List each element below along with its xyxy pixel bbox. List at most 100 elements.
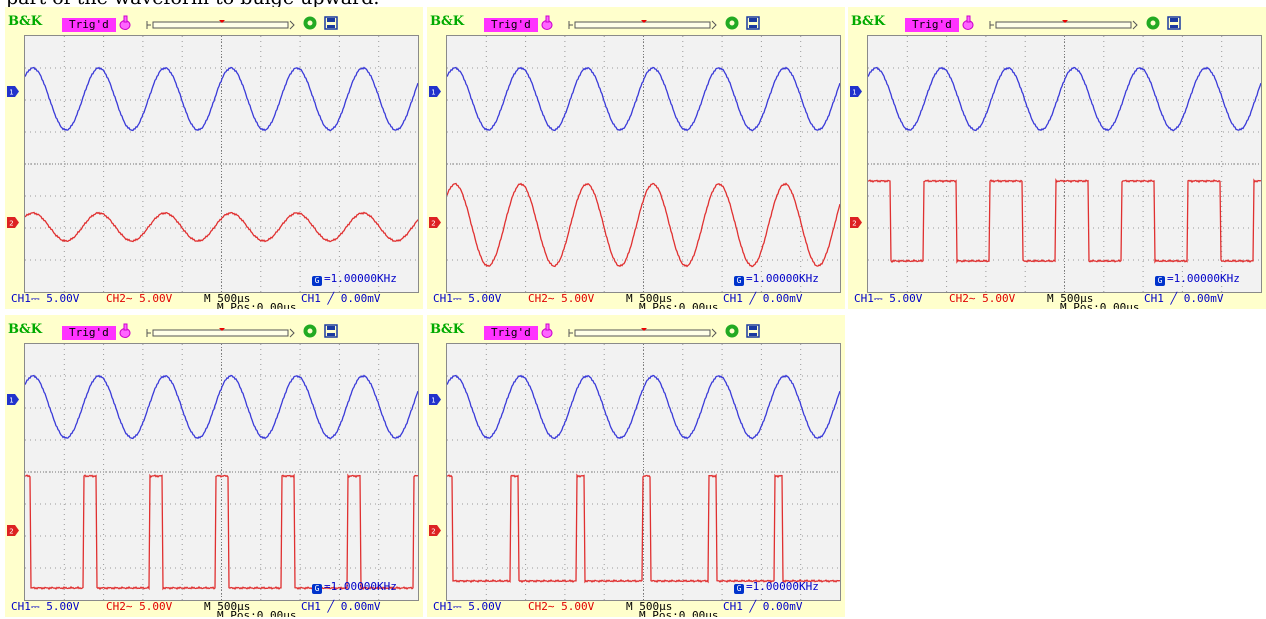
trig-status-badge: Trig'd xyxy=(905,18,959,32)
save-icon xyxy=(746,324,760,338)
ch1-marker-icon: 1 xyxy=(7,394,19,405)
ch1-scale-label: CH1⎓ 5.00V xyxy=(433,600,502,613)
ch2-scale-label: CH2∼ 5.00V xyxy=(106,292,173,305)
frequency-value: =1.00000KHz xyxy=(324,580,397,593)
mpos-label: M Pos:0.00μs xyxy=(217,609,297,617)
frequency-value: =1.00000KHz xyxy=(1167,272,1240,285)
timebase-position-bar[interactable] xyxy=(567,328,717,338)
ch2-scale-label: CH2∼ 5.00V xyxy=(106,600,173,613)
waveform-grid xyxy=(24,343,419,601)
mpos-label: M Pos:0.00μs xyxy=(217,301,297,309)
brand-label: B&K xyxy=(430,322,465,337)
ch2-trace xyxy=(24,473,419,591)
svg-text:2: 2 xyxy=(9,220,13,228)
bottle-icon xyxy=(541,323,553,338)
timebase-label: M 500μs xyxy=(204,292,251,305)
frequency-readout: G =1.00000KHz xyxy=(1155,272,1240,286)
svg-text:1: 1 xyxy=(852,89,856,97)
svg-text:1: 1 xyxy=(431,89,435,97)
ch1-marker-icon: 1 xyxy=(429,394,441,405)
bottle-icon xyxy=(962,15,974,30)
timebase-position-bar[interactable] xyxy=(145,328,295,338)
frequency-value: =1.00000KHz xyxy=(746,580,819,593)
trigger-level-label: CH1 ╱ 0.00mV xyxy=(301,292,381,305)
ch2-scale-label: CH2∼ 5.00V xyxy=(528,600,595,613)
scope-screen-2: B&K Trig'd T xyxy=(427,7,845,309)
trig-status-badge: Trig'd xyxy=(484,18,538,32)
save-icon xyxy=(1167,16,1181,30)
ch1-trace xyxy=(24,66,419,132)
ch2-marker-icon: 2 xyxy=(429,217,441,228)
bottle-icon xyxy=(119,15,131,30)
ch2-trace xyxy=(867,177,1262,264)
frequency-icon: G xyxy=(312,276,322,286)
timebase-position-bar[interactable] xyxy=(567,20,717,30)
frequency-icon: G xyxy=(734,584,744,594)
bottle-icon xyxy=(541,15,553,30)
trigger-level-label: CH1 ╱ 0.00mV xyxy=(723,292,803,305)
run-icon xyxy=(725,16,739,30)
svg-text:2: 2 xyxy=(852,220,856,228)
save-icon xyxy=(746,16,760,30)
ch1-scale-label: CH1⎓ 5.00V xyxy=(854,292,923,305)
brand-label: B&K xyxy=(430,14,465,29)
ch2-trace xyxy=(446,473,841,584)
timebase-position-bar[interactable] xyxy=(988,20,1138,30)
timebase-label: M 500μs xyxy=(204,600,251,613)
trig-status-badge: Trig'd xyxy=(484,326,538,340)
ch1-trace xyxy=(867,66,1262,132)
frequency-icon: G xyxy=(734,276,744,286)
frequency-value: =1.00000KHz xyxy=(746,272,819,285)
scope-screen-3: B&K Trig'd T xyxy=(848,7,1266,309)
trigger-level-label: CH1 ╱ 0.00mV xyxy=(1144,292,1224,305)
mpos-label: M Pos:0.00μs xyxy=(1060,301,1140,309)
frequency-readout: G =1.00000KHz xyxy=(734,272,819,286)
ch1-marker-icon: 1 xyxy=(850,86,862,97)
brand-label: B&K xyxy=(8,14,43,29)
mpos-label: M Pos:0.00μs xyxy=(639,609,719,617)
ch1-scale-label: CH1⎓ 5.00V xyxy=(11,600,80,613)
run-icon xyxy=(303,324,317,338)
scope-screen-4: B&K Trig'd T xyxy=(5,315,423,617)
waveform-plot xyxy=(446,344,841,600)
save-icon xyxy=(324,324,338,338)
frequency-icon: G xyxy=(312,584,322,594)
trig-status-badge: Trig'd xyxy=(62,326,116,340)
waveform-plot xyxy=(24,36,419,292)
save-icon xyxy=(324,16,338,30)
frequency-readout: G =1.00000KHz xyxy=(312,580,397,594)
scope-screen-1: B&K Trig'd T xyxy=(5,7,423,309)
brand-label: B&K xyxy=(8,322,43,337)
ch2-marker-icon: 2 xyxy=(429,525,441,536)
trigger-level-label: CH1 ╱ 0.00mV xyxy=(723,600,803,613)
waveform-grid xyxy=(24,35,419,293)
trigger-level-label: CH1 ╱ 0.00mV xyxy=(301,600,381,613)
ch2-trace xyxy=(446,182,841,268)
svg-text:1: 1 xyxy=(431,397,435,405)
waveform-plot xyxy=(24,344,419,600)
timebase-label: M 500μs xyxy=(1047,292,1094,305)
scope-top-bar: B&K Trig'd xyxy=(427,315,845,340)
frequency-icon: G xyxy=(1155,276,1165,286)
ch2-trace xyxy=(24,211,419,243)
scope-top-bar: B&K Trig'd xyxy=(5,7,423,32)
run-icon xyxy=(1146,16,1160,30)
frequency-value: =1.00000KHz xyxy=(324,272,397,285)
ch2-scale-label: CH2∼ 5.00V xyxy=(949,292,1016,305)
run-icon xyxy=(303,16,317,30)
waveform-grid xyxy=(446,343,841,601)
scope-top-bar: B&K Trig'd xyxy=(848,7,1266,32)
ch1-trace xyxy=(446,374,841,440)
ch1-trace xyxy=(446,66,841,132)
waveform-plot xyxy=(867,36,1262,292)
svg-text:2: 2 xyxy=(9,528,13,536)
mpos-label: M Pos:0.00μs xyxy=(639,301,719,309)
ch1-scale-label: CH1⎓ 5.00V xyxy=(11,292,80,305)
caption-text: part of the waveform to bulge upward. xyxy=(6,0,379,9)
waveform-grid xyxy=(867,35,1262,293)
trig-status-badge: Trig'd xyxy=(62,18,116,32)
svg-text:2: 2 xyxy=(431,220,435,228)
ch1-scale-label: CH1⎓ 5.00V xyxy=(433,292,502,305)
ch2-marker-icon: 2 xyxy=(7,217,19,228)
timebase-position-bar[interactable] xyxy=(145,20,295,30)
